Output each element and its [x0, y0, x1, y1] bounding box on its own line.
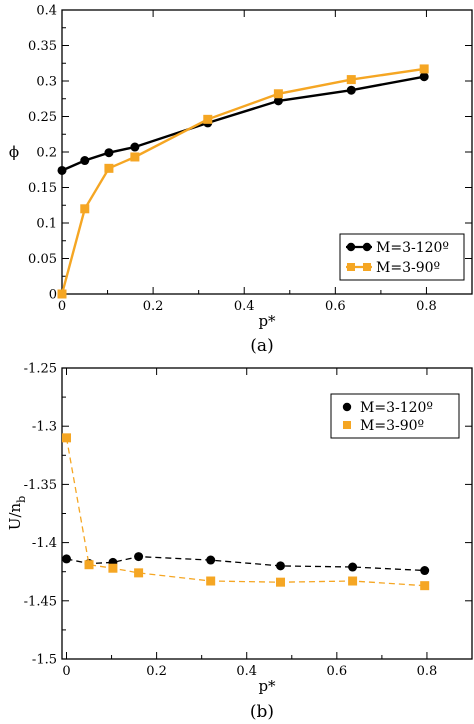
data-point-a-1	[419, 64, 429, 74]
data-point-a-0	[104, 148, 114, 158]
legend-a: M=3-120º M=3-90º	[339, 233, 465, 281]
data-point-b-1	[206, 576, 216, 586]
legend-label-120-a: M=3-120º	[376, 240, 449, 256]
y-tick-label-b: -1.4	[32, 536, 57, 551]
data-point-a-0	[57, 165, 67, 175]
y-tick-label-a: 0.15	[28, 181, 57, 196]
panel-b: 0 0.2 0.4 0.6 0.8 -1.25 -1.3 -1.35 -1.4 -1.45 -1.5…	[6, 362, 473, 722]
legend-marker-120-b	[342, 402, 352, 412]
data-point-b-0	[134, 552, 144, 562]
data-point-b-1	[108, 563, 118, 573]
data-point-b-1	[348, 576, 358, 586]
x-tick-label-b: 0.8	[417, 664, 438, 679]
series-line-b-0	[66, 555, 425, 572]
y-tick-label-a: 0.1	[36, 217, 57, 232]
x-tick-label-b: 0	[62, 664, 70, 679]
x-axis-label-a: p*	[258, 312, 276, 330]
x-tick-label-b: 0.2	[146, 664, 167, 679]
x-tick-label-a: 0	[58, 299, 66, 314]
data-point-a-0	[130, 142, 140, 152]
data-point-a-1	[57, 289, 67, 299]
data-point-b-1	[134, 568, 144, 578]
legend-box-a	[339, 233, 465, 281]
data-point-b-0	[206, 555, 216, 565]
y-tick-label-b: -1.25	[24, 362, 57, 377]
y-axis-label-sub-b: b	[15, 496, 28, 503]
y-tick-label-b: -1.35	[24, 478, 57, 493]
panel-a: 0 0.2 0.4 0.6 0.8 0 0.05 0.1 0.15 0.2 0.25 0.3 0.35 0…	[9, 4, 473, 356]
data-point-b-0	[420, 566, 430, 576]
y-tick-label-a: 0	[49, 288, 57, 303]
data-point-a-0	[346, 85, 356, 95]
data-point-a-1	[130, 152, 140, 162]
ticks-a: 0 0.2 0.4 0.6 0.8 0 0.05 0.1 0.15 0.2 0.25 0.3 0.35 0…	[28, 4, 473, 314]
data-point-b-0	[62, 554, 72, 564]
legend-label-90-a: M=3-90º	[376, 260, 440, 276]
x-tick-label-b: 0.4	[236, 664, 257, 679]
data-point-a-1	[273, 89, 283, 99]
data-point-b-1	[62, 433, 72, 443]
data-point-b-1	[84, 560, 94, 570]
data-point-b-1	[276, 577, 286, 587]
legend-box-b	[330, 393, 460, 439]
series-line-a-1	[60, 67, 425, 295]
legend-marker-120-a	[346, 242, 356, 252]
legend-marker-90-a	[347, 263, 355, 271]
data-point-b-0	[348, 562, 358, 572]
data-point-a-0	[80, 156, 90, 166]
data-point-a-1	[104, 163, 114, 173]
panel-label-b: (b)	[250, 702, 274, 722]
data-point-b-1	[420, 581, 430, 591]
data-point-b-0	[276, 561, 286, 571]
data-point-a-1	[203, 114, 213, 124]
y-tick-label-a: 0.4	[36, 4, 57, 19]
x-tick-label-a: 0.6	[325, 299, 346, 314]
y-tick-label-b: -1.45	[24, 594, 57, 609]
data-point-a-1	[346, 75, 356, 85]
y-axis-label-b: U/nb	[6, 496, 28, 530]
y-tick-label-a: 0.35	[28, 39, 57, 54]
y-tick-label-b: -1.3	[32, 420, 57, 435]
x-tick-label-a: 0.8	[416, 299, 437, 314]
x-tick-label-a: 0.4	[234, 299, 255, 314]
x-tick-label-a: 0.2	[143, 299, 164, 314]
series-line-a-0	[61, 75, 425, 172]
y-tick-label-a: 0.2	[36, 146, 57, 161]
legend-marker-120-a-2	[362, 242, 372, 252]
ticks-b: 0 0.2 0.4 0.6 0.8 -1.25 -1.3 -1.35 -1.4 -1.45 -1.5	[24, 362, 473, 679]
y-axis-label-a: ϕ	[9, 143, 19, 161]
y-tick-label-a: 0.3	[36, 75, 57, 90]
legend-marker-90-b	[343, 421, 351, 429]
data-point-a-1	[80, 204, 90, 214]
y-tick-label-b: -1.5	[32, 653, 57, 668]
legend-marker-90-a-2	[363, 263, 371, 271]
legend-label-90-b: M=3-90º	[360, 418, 424, 434]
x-tick-label-b: 0.6	[326, 664, 347, 679]
y-tick-label-a: 0.05	[28, 252, 57, 267]
series-a	[57, 64, 429, 299]
data-point-a-0	[273, 96, 283, 106]
legend-label-120-b: M=3-120º	[360, 400, 433, 416]
panel-label-a: (a)	[250, 336, 273, 356]
legend-b: M=3-120º M=3-90º	[330, 393, 460, 439]
series-b	[62, 433, 430, 591]
y-axis-label-main-b: U/n	[6, 503, 24, 531]
data-point-a-0	[419, 72, 429, 82]
y-tick-label-a: 0.25	[28, 110, 57, 125]
x-axis-label-b: p*	[258, 677, 276, 695]
y-axis-label-text-b: U/nb	[6, 496, 28, 530]
